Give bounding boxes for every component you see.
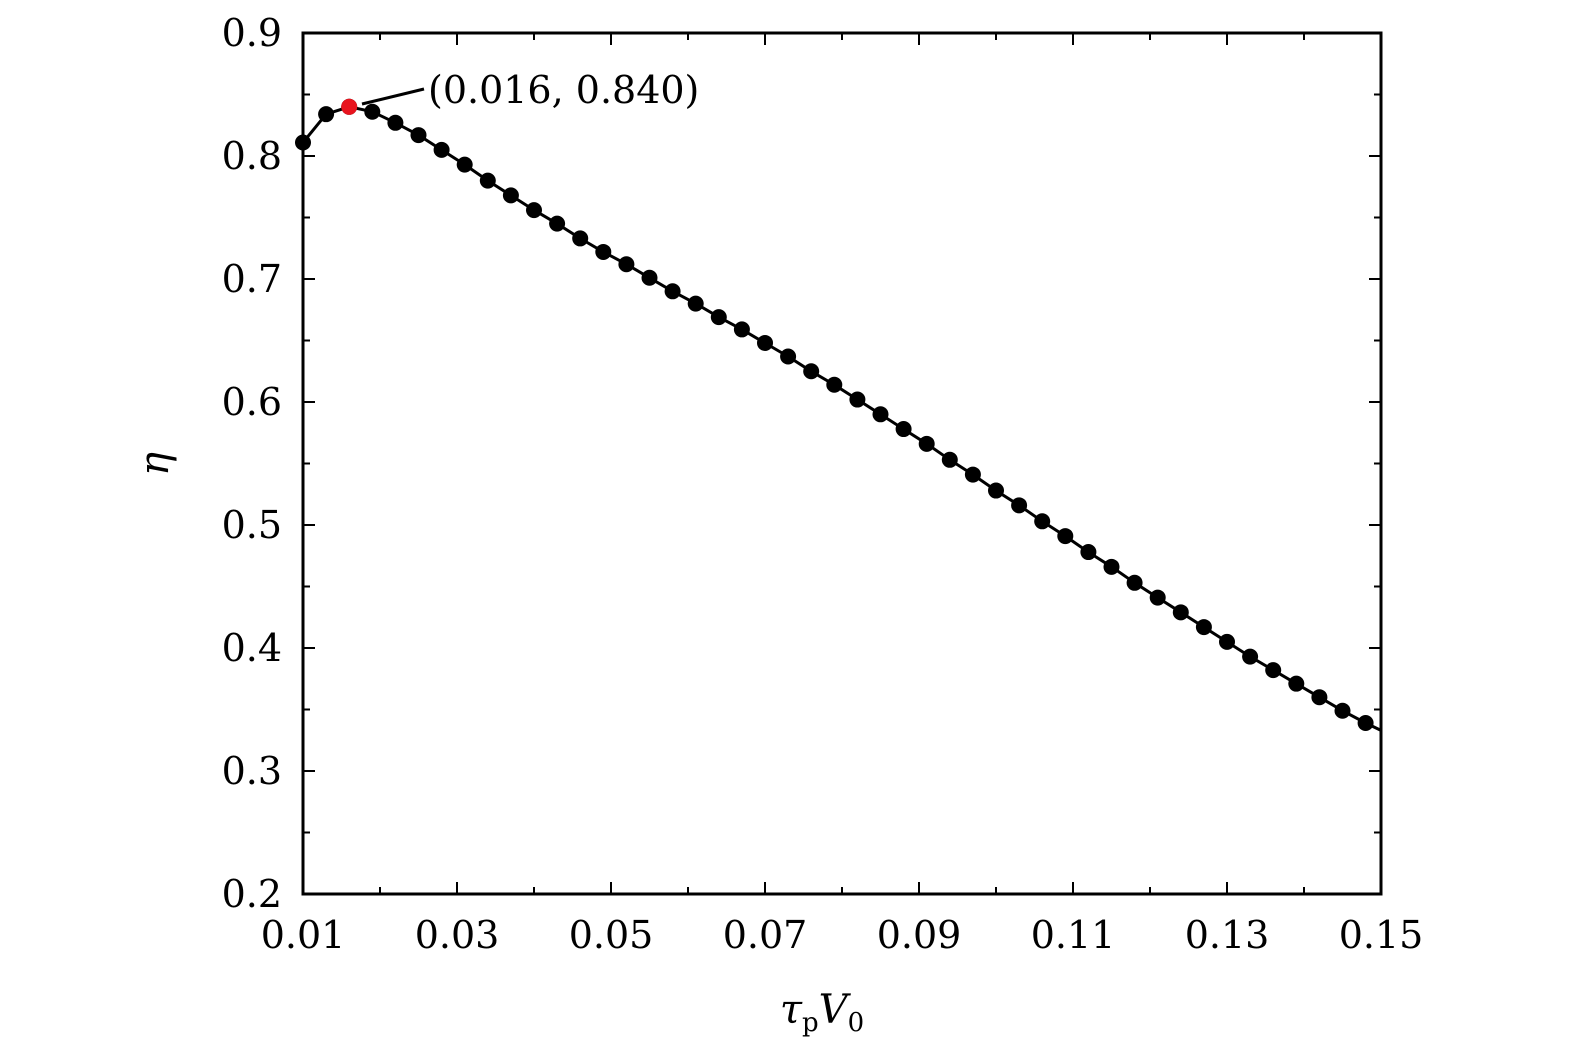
data-point <box>1080 544 1097 561</box>
data-point <box>387 114 404 131</box>
data-point <box>664 283 681 300</box>
data-point <box>964 466 981 483</box>
data-point <box>502 187 519 204</box>
data-point <box>803 363 820 380</box>
data-point <box>318 106 335 123</box>
x-tick-label: 0.09 <box>877 913 962 957</box>
x-tick-label: 0.13 <box>1185 913 1270 957</box>
data-point <box>1334 702 1351 719</box>
data-point <box>1034 513 1051 530</box>
x-axis-label-sub-0: 0 <box>848 1008 865 1038</box>
data-point <box>895 421 912 438</box>
x-axis-label-tau: τ <box>780 987 803 1033</box>
data-point <box>1219 633 1235 650</box>
data-point <box>1357 715 1374 732</box>
data-point <box>1126 574 1143 591</box>
data-point <box>757 334 773 351</box>
data-point <box>526 202 542 219</box>
data-point <box>1149 589 1166 606</box>
data-point <box>826 376 843 393</box>
x-axis-label: τpV0 <box>780 987 864 1038</box>
data-point <box>1265 662 1282 679</box>
max-point <box>341 98 358 115</box>
data-point <box>1011 497 1028 514</box>
data-point <box>433 141 450 158</box>
data-point <box>618 256 635 273</box>
x-axis-label-v: V <box>819 987 852 1033</box>
data-point <box>479 172 496 189</box>
x-tick-label: 0.01 <box>261 913 346 957</box>
data-point <box>687 295 704 312</box>
annotation-leader <box>361 87 425 106</box>
data-point <box>364 103 381 120</box>
data-point <box>941 451 958 468</box>
data-point <box>572 230 589 247</box>
data-point <box>849 391 866 408</box>
data-point <box>410 127 427 144</box>
data-point <box>780 348 797 365</box>
data-point <box>988 482 1004 499</box>
data-point <box>456 156 473 173</box>
data-point <box>595 243 612 260</box>
data-point <box>1195 619 1212 636</box>
x-tick-label: 0.15 <box>1339 913 1424 957</box>
x-axis-label-sub-p: p <box>802 1008 819 1038</box>
y-tick-label: 0.2 <box>222 872 282 916</box>
y-tick-label: 0.7 <box>222 257 282 301</box>
annotation-label: (0.016, 0.840) <box>428 68 699 112</box>
plot-frame <box>301 31 1383 896</box>
x-tick-label: 0.05 <box>569 913 654 957</box>
data-point <box>1311 689 1328 706</box>
data-point <box>733 321 750 338</box>
y-axis-label: η <box>132 452 178 476</box>
y-tick-label: 0.6 <box>222 380 282 424</box>
y-tick-label: 0.8 <box>222 134 282 178</box>
y-tick-label: 0.5 <box>222 503 282 547</box>
data-point <box>1057 528 1074 545</box>
data-point <box>918 435 935 452</box>
data-point <box>1242 648 1259 665</box>
data-point <box>710 309 727 326</box>
x-tick-label: 0.03 <box>415 913 500 957</box>
y-tick-label: 0.3 <box>222 749 282 793</box>
x-tick-label: 0.07 <box>723 913 808 957</box>
data-point <box>1103 558 1120 575</box>
series-line <box>301 105 1382 732</box>
data-point <box>641 269 658 286</box>
data-point <box>1288 675 1305 692</box>
data-point <box>549 215 566 232</box>
y-tick-label: 0.4 <box>222 626 282 670</box>
data-point <box>1172 604 1189 621</box>
data-point <box>872 406 889 423</box>
y-tick-label: 0.9 <box>222 11 282 55</box>
x-tick-label: 0.11 <box>1031 913 1116 957</box>
